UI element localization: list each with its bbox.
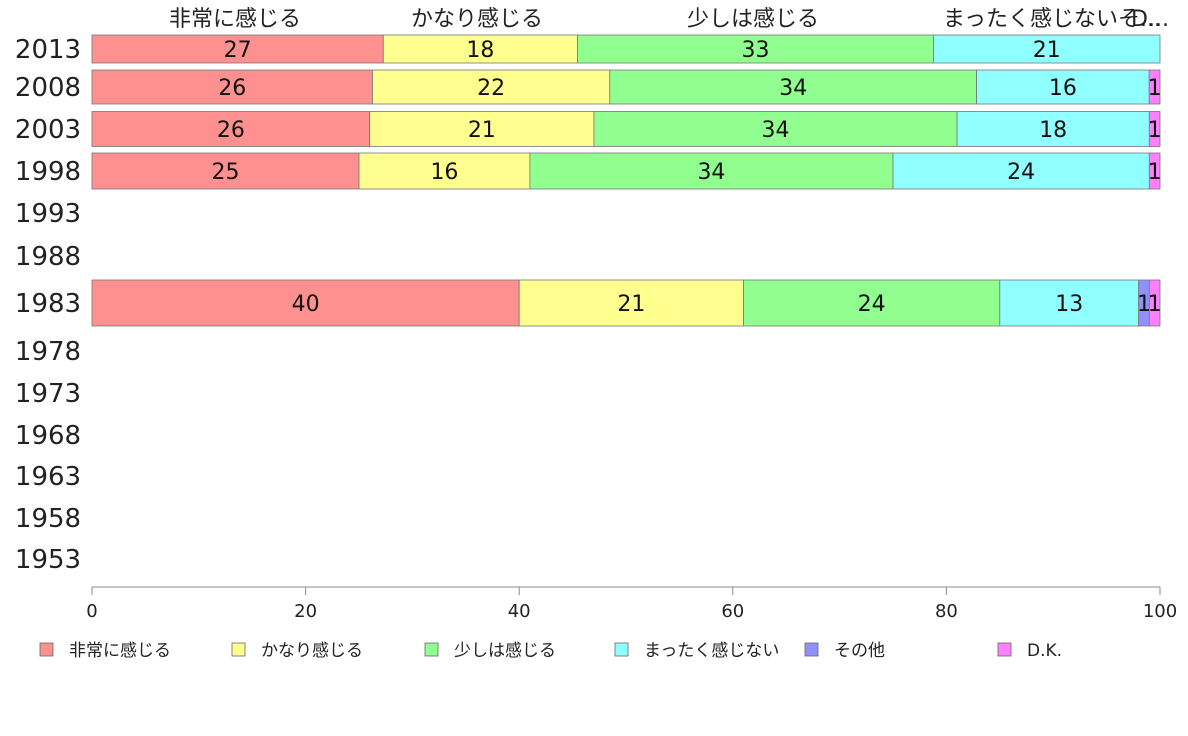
- data-label: 1: [1148, 160, 1162, 185]
- x-tick-label: 0: [86, 601, 97, 622]
- year-label: 1988: [15, 242, 81, 272]
- x-tick-label: 60: [721, 601, 744, 622]
- bar-segment: [91, 152, 360, 190]
- legend-label: まったく感じない: [644, 641, 779, 661]
- bar-segment: [91, 69, 373, 105]
- year-label: 1978: [15, 337, 81, 367]
- top-category-labels: 非常に感じる かなり感じる 少しは感じる まったく感じないそ...D...: [169, 7, 1169, 32]
- top-label: 非常に感じる: [169, 7, 301, 32]
- year-label: 1983: [15, 289, 81, 319]
- data-label: 34: [762, 118, 790, 143]
- bar-segment: [743, 279, 1001, 327]
- legend-swatch: [231, 642, 246, 657]
- data-label: 21: [617, 292, 645, 317]
- year-label: 1968: [15, 421, 81, 451]
- data-label: 24: [1007, 160, 1035, 185]
- x-tick-label: 20: [294, 601, 317, 622]
- data-label: 21: [1033, 38, 1061, 63]
- data-label: 1: [1148, 292, 1162, 317]
- year-label: 2003: [15, 115, 81, 145]
- data-label: 27: [224, 38, 252, 63]
- bar-segment: [999, 279, 1140, 327]
- data-label: 24: [858, 292, 886, 317]
- data-label: 18: [1039, 118, 1067, 143]
- data-label: 25: [212, 160, 240, 185]
- bar-segment: [1148, 111, 1161, 147]
- legend-label: その他: [834, 641, 885, 661]
- bar-segment: [372, 69, 611, 105]
- data-label: 16: [1049, 76, 1077, 101]
- bar-segment: [518, 279, 744, 327]
- legend-label: 非常に感じる: [69, 641, 171, 661]
- data-label: 33: [741, 38, 769, 63]
- top-label: 少しは感じる: [687, 7, 819, 32]
- year-label: 1973: [15, 379, 81, 409]
- top-label: かなり感じる: [411, 7, 543, 32]
- data-label: 1: [1137, 292, 1151, 317]
- bar-segment: [1148, 69, 1161, 105]
- year-label: 1993: [15, 199, 81, 229]
- bar-segment: [369, 111, 595, 147]
- bar-segment: [1148, 152, 1161, 190]
- bar-segment: [577, 34, 934, 64]
- year-label: 1958: [15, 504, 81, 534]
- data-label: 13: [1055, 292, 1083, 317]
- year-label: 2013: [15, 35, 81, 65]
- bar-segment: [593, 111, 958, 147]
- legend: 非常に感じる かなり感じる 少しは感じる まったく感じない その他 D.K.: [39, 641, 1062, 661]
- data-label: 40: [292, 292, 320, 317]
- bar-segment: [1148, 279, 1161, 327]
- legend-swatch: [997, 642, 1012, 657]
- bar-segment: [933, 34, 1161, 64]
- legend-swatch: [39, 642, 54, 657]
- bar-segment: [382, 34, 578, 64]
- bar-segment: [91, 279, 520, 327]
- year-label: 1953: [15, 545, 81, 575]
- year-label: 1963: [15, 462, 81, 492]
- data-label: 18: [466, 38, 494, 63]
- top-label: D...: [1131, 7, 1169, 32]
- x-tick-label: 100: [1143, 601, 1177, 622]
- year-label: 1998: [15, 157, 81, 187]
- top-label: まったく感じないそ...: [943, 7, 1161, 32]
- x-axis: 0 20 40 60 80 100: [86, 586, 1177, 622]
- data-label: 34: [779, 76, 807, 101]
- data-label: 1: [1148, 118, 1162, 143]
- bar-segment: [529, 152, 894, 190]
- data-label: 22: [477, 76, 505, 101]
- x-tick-label: 80: [935, 601, 958, 622]
- data-label: 26: [217, 118, 245, 143]
- legend-swatch: [424, 642, 439, 657]
- data-label: 34: [697, 160, 725, 185]
- legend-label: 少しは感じる: [454, 641, 556, 661]
- bar-segment: [976, 69, 1150, 105]
- legend-label: D.K.: [1027, 641, 1062, 661]
- bar-segment: [956, 111, 1150, 147]
- year-label: 2008: [15, 73, 81, 103]
- chart-rows: 2013 27 18 33 21 2008 26 22 34 16 1 2003 26 21 34 18 1 19…: [15, 34, 1162, 575]
- data-label: 16: [430, 160, 458, 185]
- x-tick-label: 40: [508, 601, 531, 622]
- data-label: 26: [218, 76, 246, 101]
- bar-segment: [91, 111, 371, 147]
- bar-segment: [358, 152, 531, 190]
- data-label: 21: [468, 118, 496, 143]
- bar-segment: [892, 152, 1150, 190]
- legend-label: かなり感じる: [261, 641, 363, 661]
- data-label: 1: [1148, 76, 1162, 101]
- bar-segment: [91, 34, 384, 64]
- legend-swatch: [804, 642, 819, 657]
- legend-swatch: [614, 642, 629, 657]
- bar-segment: [609, 69, 978, 105]
